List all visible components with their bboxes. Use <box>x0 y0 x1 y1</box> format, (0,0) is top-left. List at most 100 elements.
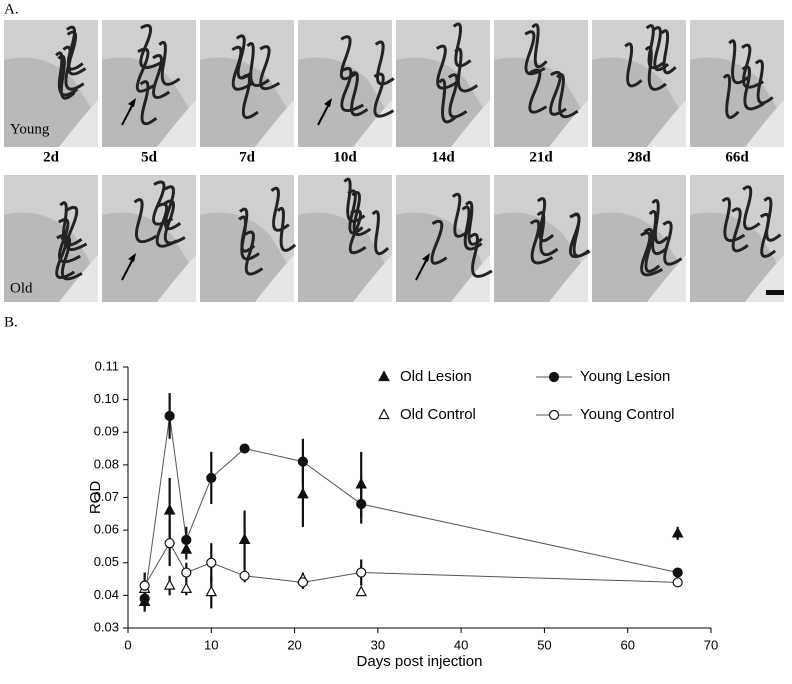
panel-label: B. <box>4 314 18 330</box>
background <box>255 255 294 302</box>
folium <box>244 230 264 276</box>
folium <box>246 42 270 88</box>
y-tick-label: 0.09 <box>94 424 119 439</box>
folium <box>270 186 290 232</box>
tissue <box>4 212 98 302</box>
data-point <box>239 570 250 581</box>
day-label: 28d <box>627 149 651 165</box>
data-point <box>205 585 218 597</box>
folium <box>59 201 83 247</box>
data-point <box>297 577 308 588</box>
folium <box>531 23 548 69</box>
tissue <box>4 57 98 147</box>
day-label: 66d <box>725 149 749 165</box>
data-point <box>355 477 367 489</box>
background <box>59 100 98 147</box>
folium <box>371 210 390 256</box>
folium <box>651 199 669 245</box>
folium <box>465 200 483 246</box>
background <box>353 255 392 302</box>
data-point <box>671 526 684 538</box>
folium <box>728 39 750 85</box>
legend-label: Young Lesion <box>580 368 670 385</box>
folium <box>351 191 372 237</box>
day-label: 2d <box>43 149 60 165</box>
scale-bar <box>766 290 784 295</box>
arrow-head <box>324 98 332 107</box>
data-point <box>239 443 250 454</box>
data-point <box>206 557 217 568</box>
background <box>59 255 98 302</box>
data-point <box>297 456 308 467</box>
y-tick-label: 0.06 <box>94 522 119 537</box>
arrow-head <box>128 98 136 107</box>
folium <box>648 210 668 256</box>
folium <box>469 232 493 278</box>
folium <box>731 207 749 253</box>
data-point <box>164 538 175 549</box>
folium <box>65 25 84 71</box>
tissue <box>592 57 686 147</box>
y-tick-label: 0.08 <box>94 456 119 471</box>
panel-label: A. <box>4 1 19 17</box>
folium <box>536 197 555 243</box>
folium <box>660 29 677 75</box>
x-axis-label: Days post injection <box>357 653 483 670</box>
y-tick-label: 0.03 <box>94 619 119 634</box>
arrow-head <box>422 253 430 262</box>
tissue <box>690 212 784 302</box>
data-point <box>139 580 150 591</box>
legend-label: Old Lesion <box>400 368 472 385</box>
folium <box>133 198 158 244</box>
background <box>451 255 490 302</box>
tissue <box>102 57 196 147</box>
folium <box>152 54 171 100</box>
y-tick-label: 0.04 <box>94 587 119 602</box>
data-point <box>180 542 193 554</box>
tissue <box>200 57 294 147</box>
legend-marker <box>378 370 390 382</box>
folium <box>340 67 364 113</box>
data-point <box>297 487 309 499</box>
data-point <box>356 498 367 510</box>
folium <box>644 45 667 91</box>
arrow-head <box>128 253 136 262</box>
folium <box>741 43 764 89</box>
y-tick-label: 0.11 <box>95 358 119 373</box>
background <box>157 100 196 147</box>
folium <box>662 220 683 266</box>
tissue <box>690 57 784 147</box>
folium <box>231 45 253 91</box>
data-point <box>164 410 175 422</box>
folium <box>643 227 661 273</box>
x-tick-label: 10 <box>204 637 218 652</box>
folium <box>430 219 448 265</box>
folium <box>65 205 88 251</box>
folium <box>624 42 643 88</box>
background <box>451 100 490 147</box>
folium <box>58 218 81 264</box>
folium <box>549 70 567 116</box>
folium <box>640 231 664 277</box>
folium <box>276 206 297 252</box>
x-tick-label: 50 <box>537 637 551 652</box>
tissue <box>592 212 686 302</box>
tissue <box>298 57 392 147</box>
legend-marker <box>548 409 560 421</box>
folium <box>55 51 79 97</box>
background <box>157 255 196 302</box>
data-point <box>181 534 192 546</box>
folium <box>528 68 548 114</box>
data-point <box>238 533 251 545</box>
legend-marker <box>548 371 560 383</box>
folium <box>135 47 155 93</box>
image-panel: 2d 5d 7d 10d 14d 21d 28d 66d Young Old <box>4 20 784 302</box>
background <box>353 100 392 147</box>
folium <box>339 35 358 81</box>
row-label: Young <box>10 121 50 137</box>
x-tick-label: 60 <box>620 637 634 652</box>
tissue <box>102 212 196 302</box>
data-point <box>355 585 367 597</box>
folium <box>759 212 777 258</box>
tissue <box>494 57 588 147</box>
